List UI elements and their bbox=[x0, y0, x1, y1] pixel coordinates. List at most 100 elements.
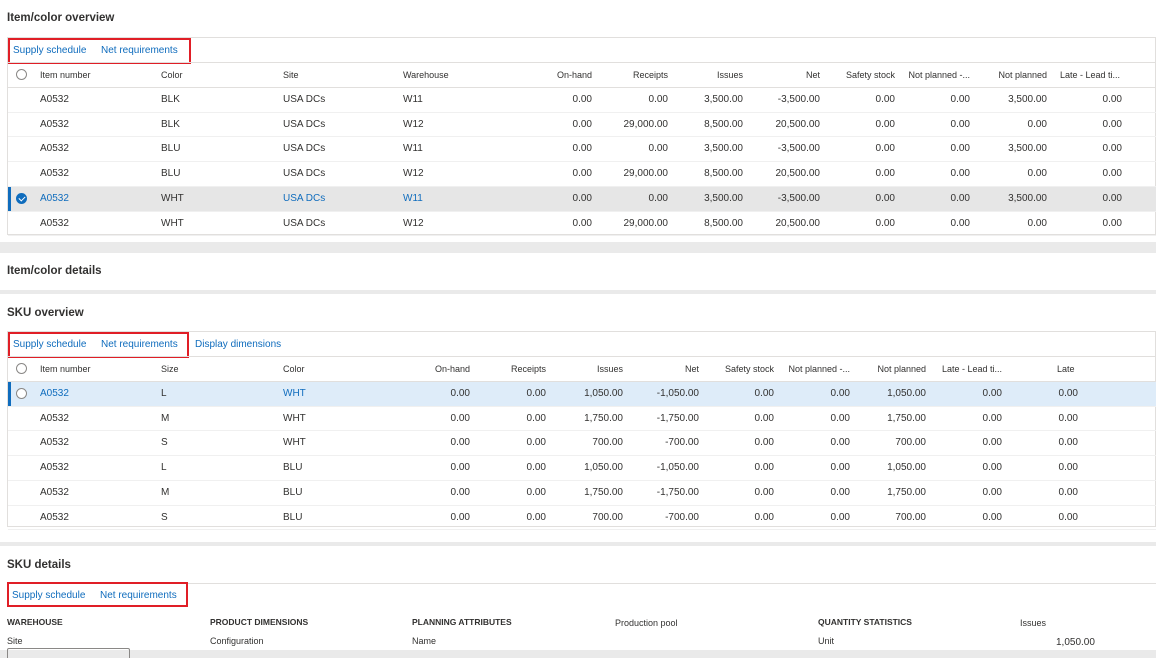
table-cell[interactable]: WHT bbox=[283, 388, 306, 399]
table-cell[interactable]: W12 bbox=[403, 168, 424, 180]
table-row[interactable]: A0532 BLK USA DCs W12 0.00 29,000.00 8,500.00 2… bbox=[8, 113, 1156, 137]
table-cell[interactable]: A0532 bbox=[40, 192, 69, 204]
table-cell[interactable]: A0532 bbox=[40, 388, 69, 399]
column-header[interactable]: Late bbox=[1057, 364, 1075, 374]
select-all-radio[interactable] bbox=[16, 69, 27, 80]
column-header[interactable]: On-hand bbox=[434, 364, 470, 374]
column-header[interactable]: Late - Lead ti... bbox=[1060, 70, 1121, 80]
table-cell[interactable]: BLU bbox=[283, 511, 303, 523]
column-header[interactable]: Safety stock bbox=[724, 364, 774, 374]
table-cell[interactable]: A0532 bbox=[40, 437, 69, 449]
table-cell[interactable]: BLU bbox=[283, 486, 303, 498]
column-header[interactable]: Not planned -... bbox=[908, 70, 970, 80]
column-header[interactable]: Warehouse bbox=[403, 70, 449, 80]
table-cell[interactable]: A0532 bbox=[40, 168, 69, 180]
table-cell[interactable]: A0532 bbox=[40, 486, 69, 498]
supply-schedule-button[interactable]: Supply schedule bbox=[12, 590, 86, 601]
table-cell: 3,500.00 bbox=[704, 143, 743, 155]
column-header[interactable]: Late - Lead ti... bbox=[941, 364, 1002, 374]
table-cell[interactable]: A0532 bbox=[40, 94, 69, 105]
column-header[interactable]: Safety stock bbox=[845, 70, 895, 80]
table-row[interactable]: A0532 S BLU 0.00 0.00 700.00 -700.00 0.00 0.00 70… bbox=[8, 506, 1156, 530]
table-cell[interactable]: A0532 bbox=[40, 217, 69, 229]
table-cell: 0.00 bbox=[982, 486, 1002, 498]
table-cell: 0.00 bbox=[875, 143, 895, 155]
table-cell[interactable]: WHT bbox=[283, 437, 306, 449]
column-header[interactable]: Item number bbox=[40, 70, 91, 80]
column-header[interactable]: Receipts bbox=[510, 364, 546, 374]
table-cell: 0.00 bbox=[875, 94, 895, 105]
table-cell: 0.00 bbox=[1058, 462, 1078, 474]
table-cell[interactable]: USA DCs bbox=[283, 143, 326, 155]
table-cell[interactable]: W12 bbox=[403, 217, 424, 229]
table-row[interactable]: A0532 BLU USA DCs W12 0.00 29,000.00 8,500.00 2… bbox=[8, 162, 1156, 186]
table-cell[interactable]: USA DCs bbox=[283, 217, 326, 229]
column-header[interactable]: Site bbox=[283, 70, 299, 80]
table-row[interactable]: A0532 WHT USA DCs W12 0.00 29,000.00 8,500.00 2… bbox=[8, 212, 1156, 236]
item-color-table: Item number Color Site Warehouse On-hand Rece… bbox=[8, 63, 1156, 237]
table-row[interactable]: A0532 M BLU 0.00 0.00 1,750.00 -1,750.00 0.00 0.… bbox=[8, 481, 1156, 505]
table-cell[interactable]: W11 bbox=[403, 143, 423, 155]
table-cell[interactable]: USA DCs bbox=[283, 192, 326, 204]
table-cell: 29,000.00 bbox=[623, 168, 669, 180]
table-cell[interactable]: A0532 bbox=[40, 462, 69, 474]
column-header[interactable]: Receipts bbox=[632, 70, 668, 80]
column-header[interactable]: Color bbox=[283, 364, 305, 374]
column-header[interactable]: Color bbox=[161, 70, 183, 80]
supply-schedule-button[interactable]: Supply schedule bbox=[13, 339, 87, 350]
table-row[interactable]: A0532 S WHT 0.00 0.00 700.00 -700.00 0.00 0.00 70… bbox=[8, 431, 1156, 455]
row-select-radio[interactable] bbox=[16, 192, 27, 204]
select-all-radio[interactable] bbox=[16, 363, 27, 374]
table-cell[interactable]: USA DCs bbox=[283, 94, 326, 105]
table-header-row: Item number Color Site Warehouse On-hand Rece… bbox=[8, 63, 1156, 87]
net-requirements-button[interactable]: Net requirements bbox=[101, 339, 178, 350]
table-row[interactable]: A0532 WHT USA DCs W11 0.00 0.00 3,500.00 -3,500… bbox=[8, 186, 1156, 211]
table-cell[interactable]: A0532 bbox=[40, 143, 69, 155]
planning-attributes-group-label: PLANNING ATTRIBUTES bbox=[412, 617, 512, 627]
column-header[interactable]: Net bbox=[684, 364, 699, 374]
row-divider bbox=[8, 235, 1156, 237]
table-cell: -3,500.00 bbox=[777, 143, 820, 155]
table-row[interactable]: A0532 BLK USA DCs W11 0.00 0.00 3,500.00 -3,500… bbox=[8, 88, 1156, 112]
column-header[interactable]: Not planned bbox=[998, 70, 1047, 80]
column-header[interactable]: Net bbox=[805, 70, 820, 80]
table-cell[interactable]: A0532 bbox=[40, 412, 69, 424]
table-cell[interactable]: WHT bbox=[283, 412, 306, 424]
row-divider bbox=[8, 185, 1156, 187]
table-cell[interactable]: W12 bbox=[403, 118, 424, 130]
column-header[interactable]: Not planned bbox=[877, 364, 926, 374]
column-header[interactable]: Size bbox=[161, 364, 179, 374]
table-cell: 0.00 bbox=[572, 168, 592, 180]
column-header[interactable]: Issues bbox=[716, 70, 743, 80]
table-cell: 1,050.00 bbox=[887, 462, 926, 474]
supply-schedule-button[interactable]: Supply schedule bbox=[13, 45, 87, 56]
table-row[interactable]: A0532 L WHT 0.00 0.00 1,050.00 -1,050.00 0.00 0.… bbox=[8, 382, 1156, 406]
table-cell[interactable]: BLU bbox=[283, 462, 303, 474]
table-cell[interactable]: USA DCs bbox=[283, 118, 326, 130]
table-cell[interactable]: USA DCs bbox=[283, 168, 326, 180]
net-requirements-button[interactable]: Net requirements bbox=[100, 590, 177, 601]
item-color-details-title[interactable]: Item/color details bbox=[7, 265, 102, 277]
column-header[interactable]: On-hand bbox=[556, 70, 592, 80]
table-cell: 3,500.00 bbox=[704, 94, 743, 105]
column-header[interactable]: Not planned -... bbox=[788, 364, 850, 374]
table-cell: 0.00 bbox=[875, 192, 895, 204]
table-row[interactable]: A0532 L BLU 0.00 0.00 1,050.00 -1,050.00 0.00 0.… bbox=[8, 456, 1156, 480]
table-cell[interactable]: A0532 bbox=[40, 511, 69, 523]
row-divider bbox=[8, 479, 1156, 481]
table-cell: 1,750.00 bbox=[887, 486, 926, 498]
item-color-overview-grid: Supply schedule Net requirements Item nu… bbox=[7, 37, 1156, 237]
table-cell[interactable]: A0532 bbox=[40, 118, 69, 130]
display-dimensions-button[interactable]: Display dimensions bbox=[195, 339, 282, 350]
table-cell[interactable]: W11 bbox=[403, 94, 423, 105]
table-cell[interactable]: W11 bbox=[403, 192, 423, 204]
column-header[interactable]: Issues bbox=[596, 364, 623, 374]
column-header[interactable]: Item number bbox=[40, 364, 91, 374]
table-cell: 0.00 bbox=[572, 217, 592, 229]
table-row[interactable]: A0532 BLU USA DCs W11 0.00 0.00 3,500.00 -3,500… bbox=[8, 137, 1156, 161]
net-requirements-button[interactable]: Net requirements bbox=[101, 45, 178, 56]
table-cell: 0.00 bbox=[572, 143, 592, 155]
table-row[interactable]: A0532 M WHT 0.00 0.00 1,750.00 -1,750.00 0.00 0.… bbox=[8, 407, 1156, 431]
row-select-radio[interactable] bbox=[16, 388, 27, 399]
table-cell: 0.00 bbox=[1102, 143, 1122, 155]
